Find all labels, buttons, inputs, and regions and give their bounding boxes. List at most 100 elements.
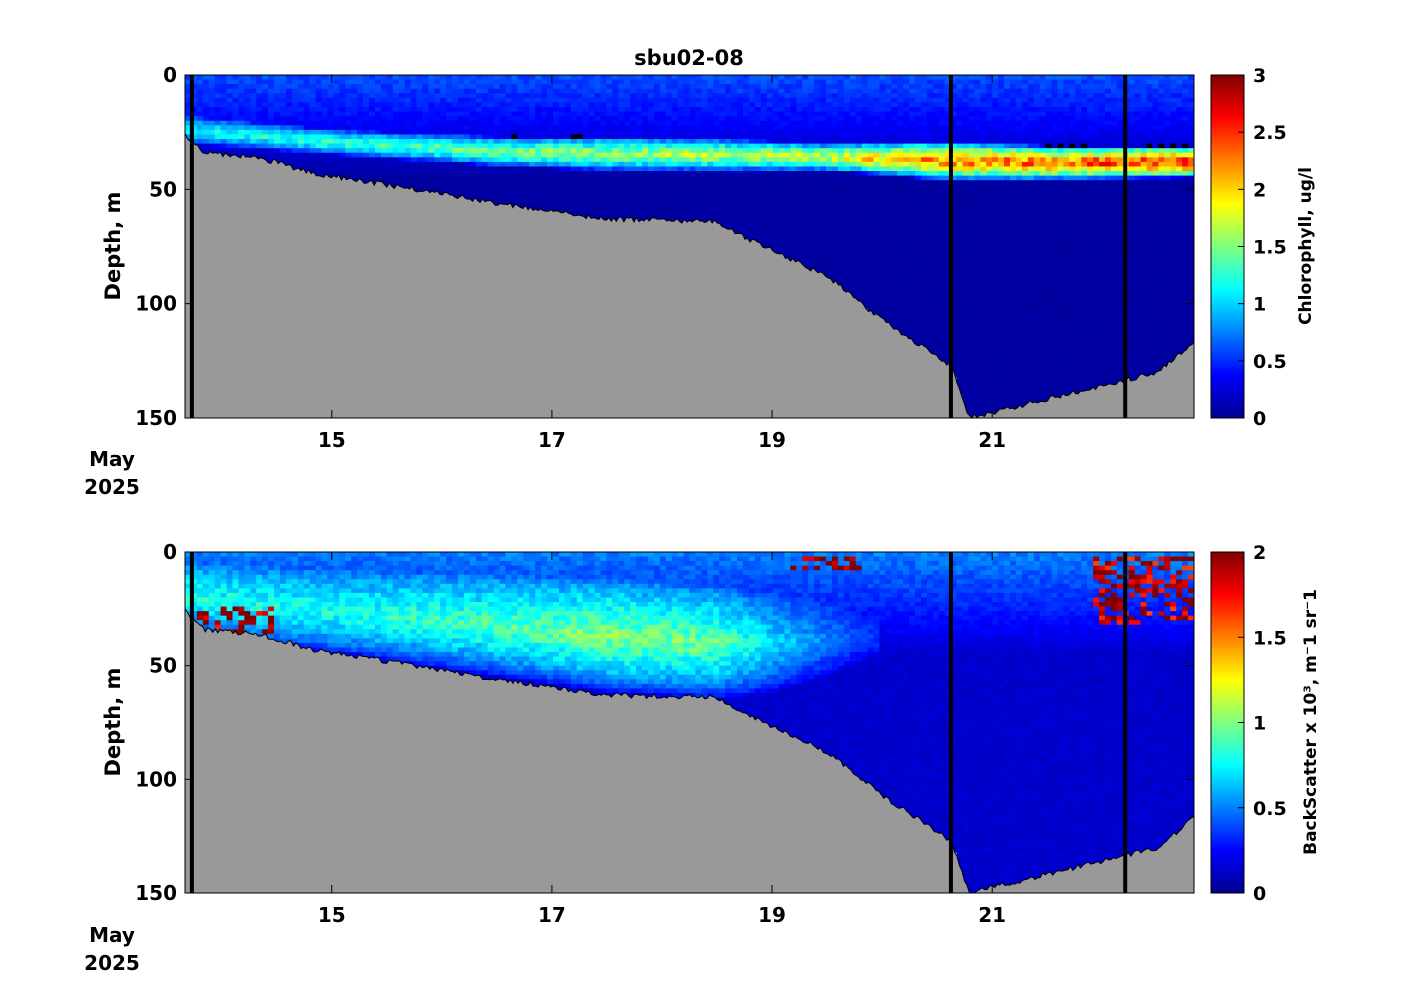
- heatmap-cell: [897, 134, 904, 140]
- heatmap-cell: [428, 107, 435, 113]
- heatmap-cell: [327, 88, 334, 94]
- heatmap-cell: [772, 79, 780, 85]
- heatmap-cell: [719, 193, 726, 200]
- heatmap-cell: [440, 84, 447, 90]
- heatmap-cell: [926, 271, 934, 277]
- heatmap-cell: [731, 203, 738, 209]
- heatmap-cell: [612, 111, 619, 117]
- heatmap-cell: [915, 125, 922, 131]
- heatmap-cell: [487, 134, 495, 140]
- heatmap-cell: [511, 166, 518, 172]
- heatmap-cell: [368, 93, 376, 99]
- heatmap-cell: [986, 180, 993, 186]
- heatmap-cell: [837, 134, 845, 140]
- heatmap-cell: [1004, 303, 1011, 309]
- heatmap-cell: [950, 97, 958, 104]
- heatmap-cell: [713, 139, 720, 145]
- heatmap-cell: [826, 84, 833, 90]
- heatmap-cell: [475, 184, 483, 190]
- heatmap-cell: [926, 317, 934, 323]
- heatmap-cell: [974, 399, 981, 405]
- heatmap-cell: [956, 221, 964, 227]
- heatmap-cell: [926, 148, 934, 154]
- heatmap-cell: [891, 285, 898, 291]
- heatmap-cell: [992, 358, 999, 364]
- heatmap-cell: [428, 75, 435, 81]
- heatmap-cell: [980, 180, 987, 186]
- heatmap-cell: [814, 97, 821, 104]
- heatmap-cell: [855, 235, 863, 241]
- heatmap-cell: [339, 171, 346, 177]
- heatmap-cell: [950, 102, 958, 108]
- heatmap-cell: [238, 79, 245, 85]
- heatmap-cell: [915, 335, 922, 341]
- heatmap-cell: [736, 129, 744, 136]
- heatmap-cell: [849, 216, 857, 222]
- heatmap-cell: [992, 152, 999, 158]
- heatmap-cell: [796, 189, 803, 195]
- heatmap-cell: [238, 134, 245, 140]
- heatmap-cell: [505, 79, 513, 85]
- heatmap-cell: [867, 189, 875, 195]
- heatmap-cell: [220, 88, 228, 94]
- heatmap-cell: [202, 111, 210, 117]
- heatmap-cell: [909, 253, 916, 259]
- heatmap-cell: [285, 111, 293, 117]
- heatmap-cell: [671, 171, 679, 177]
- heatmap-cell: [689, 212, 697, 218]
- heatmap-cell: [784, 244, 791, 250]
- heatmap-cell: [897, 225, 904, 232]
- heatmap-cell: [564, 93, 572, 99]
- heatmap-cell: [837, 180, 845, 186]
- heatmap-cell: [511, 111, 518, 117]
- heatmap-cell: [748, 125, 756, 131]
- heatmap-cell: [820, 262, 827, 268]
- heatmap-cell: [855, 111, 863, 117]
- heatmap-cell: [653, 180, 661, 186]
- heatmap-cell: [796, 221, 803, 227]
- heatmap-cell: [885, 84, 892, 90]
- heatmap-cell: [642, 75, 649, 81]
- heatmap-cell: [992, 372, 999, 378]
- heatmap-cell: [861, 225, 869, 232]
- heatmap-cell: [612, 134, 619, 140]
- heatmap-cell: [944, 148, 952, 154]
- heatmap-cell: [410, 102, 418, 108]
- heatmap-cell: [588, 152, 596, 158]
- heatmap-cell: [719, 212, 726, 218]
- heatmap-cell: [671, 139, 679, 145]
- heatmap-cell: [938, 294, 946, 300]
- heatmap-cell: [808, 257, 815, 264]
- heatmap-cell: [576, 125, 584, 131]
- heatmap-cell: [831, 212, 839, 218]
- heatmap-cell: [915, 248, 922, 254]
- heatmap-cell: [867, 285, 875, 291]
- heatmap-cell: [760, 88, 768, 94]
- heatmap-cell: [962, 294, 970, 300]
- heatmap-cell: [998, 253, 1005, 259]
- heatmap-cell: [612, 107, 619, 113]
- heatmap-cell: [897, 184, 904, 190]
- heatmap-cell: [647, 166, 655, 172]
- heatmap-cell: [268, 125, 275, 131]
- heatmap-cell: [416, 102, 424, 108]
- heatmap-cell: [998, 344, 1005, 350]
- heatmap-cell: [980, 308, 987, 314]
- heatmap-cell: [279, 157, 287, 163]
- heatmap-cell: [986, 358, 993, 364]
- heatmap-cell: [956, 253, 964, 259]
- heatmap-cell: [481, 116, 489, 122]
- heatmap-cell: [855, 88, 863, 94]
- heatmap-cell: [452, 161, 459, 168]
- heatmap-cell: [446, 134, 453, 140]
- heatmap-cell: [915, 88, 922, 94]
- heatmap-cell: [873, 166, 881, 172]
- heatmap-cell: [719, 134, 726, 140]
- heatmap-cell: [897, 248, 904, 254]
- heatmap-cell: [944, 198, 952, 204]
- heatmap-cell: [434, 134, 441, 140]
- heatmap-cell: [843, 271, 851, 277]
- heatmap-cell: [796, 107, 803, 113]
- heatmap-cell: [849, 102, 857, 108]
- heatmap-cell: [547, 120, 554, 126]
